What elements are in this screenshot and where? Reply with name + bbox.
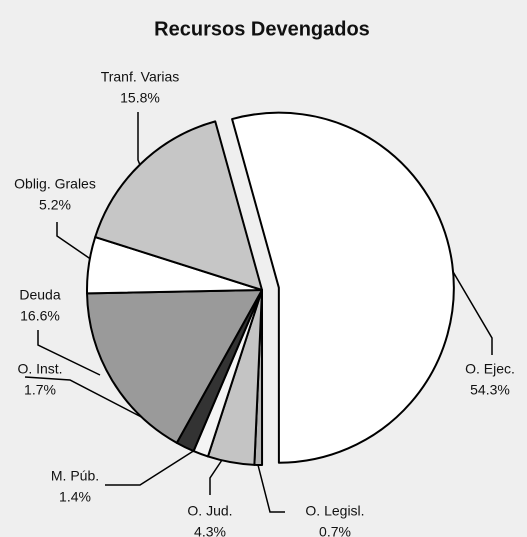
slice-label: Deuda <box>19 287 60 303</box>
pie-slice <box>86 289 263 444</box>
slice-label: Oblig. Grales <box>14 176 96 192</box>
chart-title: Recursos Devengados <box>154 18 370 40</box>
leader-line <box>37 330 101 376</box>
slice-label: O. Legisl. <box>305 503 364 519</box>
pie-slice <box>94 120 263 291</box>
slice-label: O. Inst. <box>17 361 62 377</box>
leader-line <box>257 464 285 513</box>
pie-slice <box>231 111 455 464</box>
slice-label: O. Ejec. <box>465 361 515 377</box>
slice-value-label: 4.3% <box>194 524 226 537</box>
slice-value-label: 16.6% <box>20 308 60 324</box>
slice-value-label: 15.8% <box>120 90 160 106</box>
slice-label: O. Jud. <box>187 503 232 519</box>
slice-value-label: 1.7% <box>24 382 56 398</box>
slice-value-label: 5.2% <box>39 197 71 213</box>
slice-label: M. Púb. <box>51 468 99 484</box>
slice-value-label: 0.7% <box>319 524 351 537</box>
slice-label: Tranf. Varias <box>101 69 180 85</box>
leader-line <box>451 269 493 355</box>
leader-line <box>56 222 93 261</box>
slice-value-label: 1.4% <box>59 489 91 505</box>
leader-line <box>105 449 196 486</box>
slice-value-label: 54.3% <box>470 382 510 398</box>
leader-line <box>137 112 143 171</box>
leader-line <box>209 459 223 495</box>
